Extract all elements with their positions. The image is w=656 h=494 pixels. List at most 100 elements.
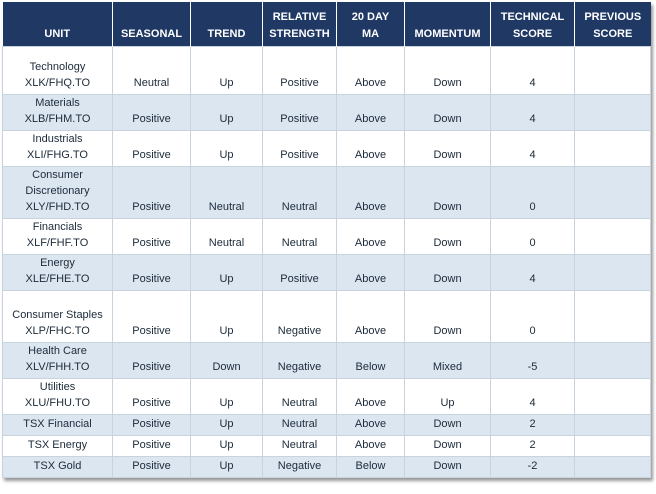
relative-strength-cell: Positive [262,253,337,291]
previous-score-cell [574,217,651,255]
technical-score-cell: 0 [490,165,575,219]
header-line: PREVIOUS [584,10,642,23]
header-line: SCORE [512,27,553,40]
unit-line: Utilities [39,380,76,393]
table-row: Technology XLK/FHQ.TO Neutral Up Positive Abo… [2,45,651,95]
trend-cell: Up [190,455,263,478]
momentum-cell: Down [404,45,491,95]
table-container: UNIT SEASONAL TREND RELATIVE STRENGTH 20 DAY M… [2,2,651,478]
trend-cell: Up [190,289,263,343]
seasonal-cell: Positive [112,341,191,379]
seasonal-cell: Positive [112,217,191,255]
unit-line: XLU/FHU.TO [24,396,91,409]
trend-cell: Up [190,129,263,167]
header-line: MOMENTUM [414,27,481,40]
relative-strength-cell: Neutral [262,413,337,436]
header-line: TECHNICAL [500,10,565,23]
seasonal-cell: Positive [112,165,191,219]
unit-line: XLY/FHD.TO [25,200,90,213]
trend-cell: Up [190,93,263,131]
relative-strength-cell: Neutral [262,217,337,255]
relative-strength-cell: Neutral [262,434,337,457]
unit-cell: Consumer Staples XLP/FHC.TO [2,289,113,343]
seasonal-cell: Positive [112,455,191,478]
relative-strength-cell: Neutral [262,377,337,415]
column-header: SEASONAL [112,2,191,46]
unit-line: TSX Financial [23,417,92,430]
seasonal-cell: Positive [112,93,191,131]
header-line: SCORE [593,27,633,40]
technical-score-cell: 2 [490,434,575,457]
technical-score-cell: 4 [490,377,575,415]
seasonal-cell: Positive [112,289,191,343]
column-header: UNIT [2,2,113,46]
ma-20-day-cell: Above [336,289,405,343]
previous-score-cell [574,93,651,131]
ma-20-day-cell: Above [336,129,405,167]
unit-cell: TSX Gold [2,455,113,478]
momentum-cell: Mixed [404,341,491,379]
trend-cell: Up [190,377,263,415]
momentum-cell: Down [404,217,491,255]
technical-score-cell: 0 [490,217,575,255]
unit-cell: Technology XLK/FHQ.TO [2,45,113,95]
table-row: Energy XLE/FHE.TO Positive Up Positive Above D… [2,253,651,291]
momentum-cell: Down [404,434,491,457]
unit-line: Health Care [28,344,87,357]
unit-line: TSX Energy [27,438,88,451]
table-row: Utilities XLU/FHU.TO Positive Up Neutral Abov… [2,377,651,415]
momentum-cell: Up [404,377,491,415]
previous-score-cell [574,289,651,343]
header-line: TREND [207,27,246,40]
seasonal-cell: Positive [112,377,191,415]
table-row: TSX Energy Positive Up Neutral Above Down 2 [2,434,651,457]
seasonal-cell: Positive [112,413,191,436]
seasonal-cell: Positive [112,434,191,457]
relative-strength-cell: Negative [262,455,337,478]
technical-score-cell: -5 [490,341,575,379]
unit-line: XLB/FHM.TO [24,112,91,125]
ma-20-day-cell: Above [336,434,405,457]
unit-line: Consumer Staples [12,308,103,321]
table-row: Materials XLB/FHM.TO Positive Up Positive Abo… [2,93,651,131]
ma-20-day-cell: Below [336,455,405,478]
technical-score-cell: 4 [490,45,575,95]
ma-20-day-cell: Above [336,165,405,219]
previous-score-cell [574,434,651,457]
technical-score-cell: 2 [490,413,575,436]
momentum-cell: Down [404,455,491,478]
previous-score-cell [574,129,651,167]
trend-cell: Up [190,45,263,95]
table-body: Technology XLK/FHQ.TO Neutral Up Positive Abo… [2,45,651,478]
unit-line: XLV/FHH.TO [25,360,90,373]
unit-line: Discretionary [25,184,90,197]
unit-line: XLK/FHQ.TO [24,76,91,89]
momentum-cell: Down [404,165,491,219]
relative-strength-cell: Negative [262,341,337,379]
table-row: Industrials XLI/FHG.TO Positive Up Positive A… [2,129,651,167]
relative-strength-cell: Neutral [262,165,337,219]
header-line: SEASONAL [120,27,183,40]
header-line: UNIT [44,27,71,40]
unit-line: Technology [29,60,86,73]
ma-20-day-cell: Above [336,253,405,291]
trend-cell: Down [190,341,263,379]
trend-cell: Up [190,434,263,457]
technical-score-cell: 4 [490,253,575,291]
table-row: Health Care XLV/FHH.TO Positive Down Negativ… [2,341,651,379]
trend-cell: Up [190,253,263,291]
seasonal-cell: Neutral [112,45,191,95]
technical-score-cell: 4 [490,93,575,131]
previous-score-cell [574,253,651,291]
unit-line: XLI/FHG.TO [27,148,88,161]
header-line: 20 DAY [351,10,390,23]
unit-line: Materials [35,96,80,109]
technical-score-cell: 4 [490,129,575,167]
previous-score-cell [574,413,651,436]
technical-score-cell: -2 [490,455,575,478]
score-table: UNIT SEASONAL TREND RELATIVE STRENGTH 20 DAY M… [2,2,651,478]
column-header: TECHNICAL SCORE [490,2,575,46]
momentum-cell: Down [404,93,491,131]
table-row: Consumer Discretionary XLY/FHD.TO Positive N… [2,165,651,219]
momentum-cell: Down [404,129,491,167]
